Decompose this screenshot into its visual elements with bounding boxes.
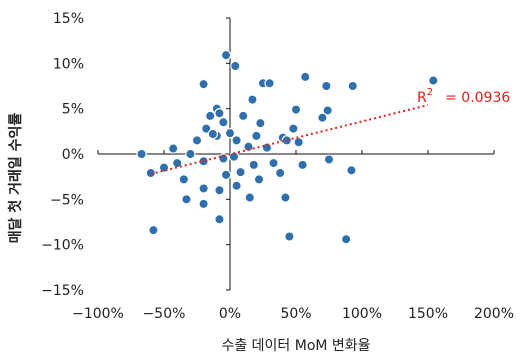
- data-point: [230, 60, 241, 72]
- data-point: [243, 141, 254, 152]
- data-point: [191, 135, 203, 146]
- data-point: [261, 142, 273, 153]
- data-point: [293, 137, 304, 148]
- r2-superscript: 2: [427, 87, 433, 98]
- data-point: [185, 148, 196, 160]
- x-tick-label: 150%: [408, 306, 448, 322]
- data-point: [274, 167, 286, 179]
- y-tick-label: −10%: [41, 238, 84, 254]
- data-point: [214, 107, 225, 119]
- data-point: [207, 128, 219, 140]
- data-point: [218, 117, 229, 128]
- data-point: [198, 156, 209, 167]
- data-point: [198, 183, 209, 194]
- data-point: [428, 75, 439, 86]
- data-point: [235, 166, 246, 178]
- data-points: [136, 49, 439, 245]
- data-point: [237, 110, 249, 122]
- r2-value: = 0.0936: [445, 90, 510, 106]
- data-point: [247, 94, 258, 105]
- data-point: [284, 231, 295, 242]
- y-tick-label: −15%: [41, 283, 84, 299]
- data-point: [280, 192, 291, 203]
- data-point: [300, 71, 311, 83]
- x-tick-label: 50%: [280, 306, 311, 322]
- data-point: [253, 174, 265, 185]
- x-axis-title: 수출 데이터 MoM 변화율: [221, 338, 370, 354]
- x-tick-label: 100%: [342, 306, 382, 322]
- y-tick-labels: −15% −10% −5% 0% 5% 10% 15%: [41, 11, 84, 299]
- data-point: [251, 130, 262, 142]
- data-point: [214, 185, 225, 196]
- data-point: [317, 112, 328, 123]
- data-point: [268, 157, 279, 169]
- data-point: [178, 174, 189, 185]
- data-point: [248, 159, 259, 171]
- data-point: [290, 104, 302, 115]
- y-tick-label: 0%: [62, 147, 84, 163]
- data-point: [231, 135, 242, 146]
- x-tick-label: −100%: [72, 306, 124, 322]
- data-point: [244, 192, 255, 203]
- data-point: [322, 105, 333, 116]
- x-tick-label: 200%: [474, 306, 514, 322]
- data-point: [198, 78, 209, 90]
- data-point: [181, 194, 192, 205]
- x-tick-label: −50%: [143, 306, 186, 322]
- y-tick-label: −5%: [50, 192, 84, 208]
- data-point: [255, 117, 266, 129]
- r-squared-label: R2 = 0.0936: [417, 87, 510, 106]
- data-point: [148, 224, 159, 236]
- data-point: [288, 123, 299, 134]
- data-point: [297, 159, 308, 171]
- axes: [97, 17, 495, 291]
- data-point: [347, 80, 358, 92]
- data-point: [204, 110, 216, 122]
- data-point: [168, 143, 179, 154]
- data-point: [228, 151, 240, 162]
- data-point: [201, 123, 212, 134]
- x-tick-label: 0%: [219, 306, 241, 322]
- data-point: [321, 80, 332, 92]
- data-point: [224, 127, 236, 139]
- data-point: [220, 49, 232, 61]
- data-point: [171, 157, 183, 169]
- r2-letter: R: [417, 90, 427, 106]
- y-tick-label: 10%: [53, 56, 84, 72]
- data-point: [136, 148, 147, 160]
- data-point: [231, 180, 242, 191]
- y-axis-title: 매달 첫 거래일 수익률: [7, 113, 24, 244]
- x-tick-labels: −100% −50% 0% 50% 100% 150% 200%: [72, 306, 514, 322]
- data-point: [218, 153, 229, 164]
- y-tick-label: 5%: [62, 102, 84, 118]
- data-point: [198, 198, 209, 210]
- data-point: [323, 154, 335, 165]
- data-point: [264, 78, 275, 89]
- data-point: [346, 165, 357, 176]
- data-point: [340, 234, 352, 245]
- data-point: [220, 169, 232, 181]
- y-tick-label: 15%: [53, 11, 84, 27]
- data-point: [214, 214, 225, 225]
